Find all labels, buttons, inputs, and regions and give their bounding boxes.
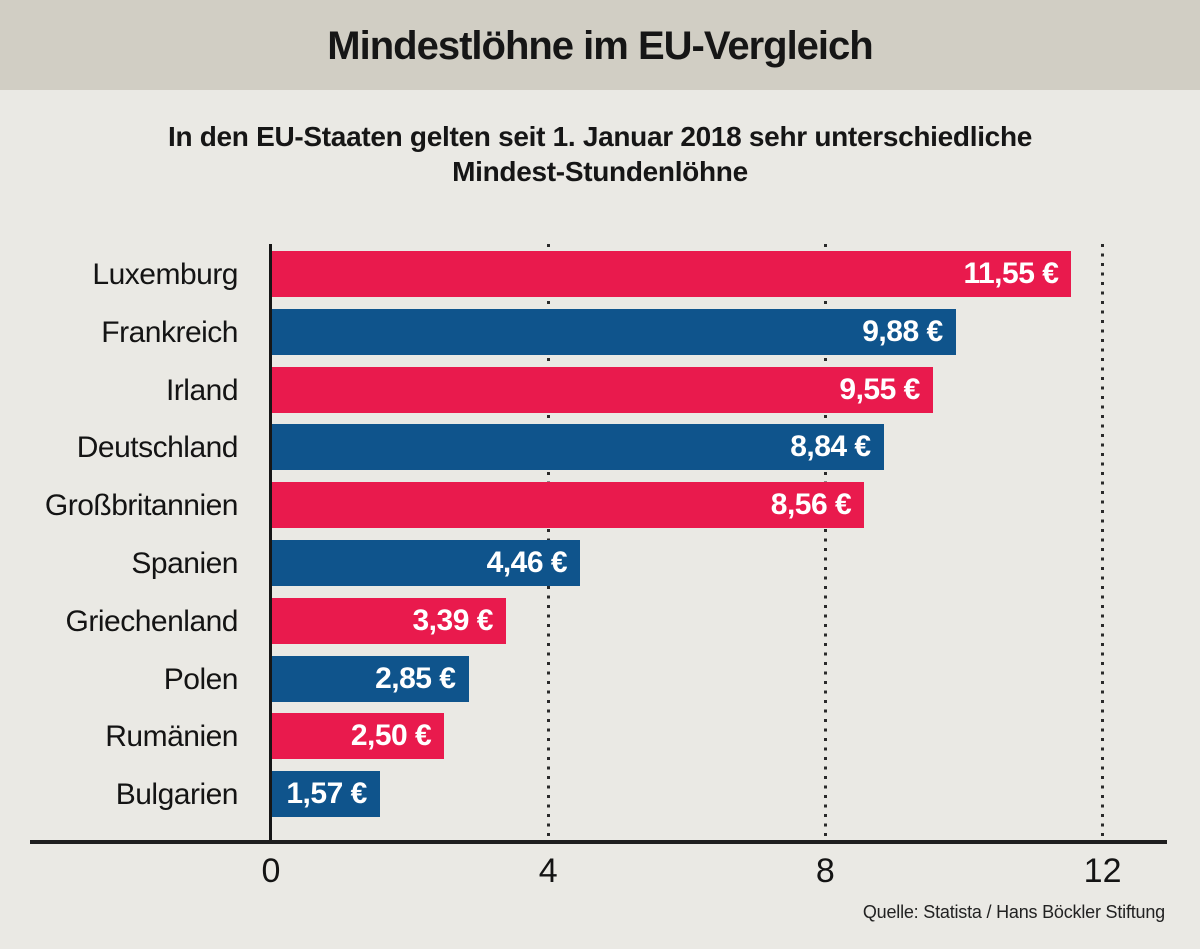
country-label: Rumänien: [105, 720, 238, 754]
chart-subtitle-line1: In den EU-Staaten gelten seit 1. Januar …: [167, 121, 1033, 152]
header-band: Mindestlöhne im EU-Vergleich: [0, 0, 1200, 90]
country-label: Frankreich: [101, 315, 238, 349]
bar: 8,56 €: [271, 482, 865, 529]
country-label: Irland: [165, 373, 239, 407]
bar: 2,50 €: [271, 713, 445, 760]
bar-row: Frankreich 9,88 €: [0, 308, 1200, 355]
bar-row: Irland 9,55 €: [0, 366, 1200, 413]
x-axis-tick-label: 8: [815, 852, 835, 890]
x-axis-tick-label: 12: [1083, 852, 1122, 890]
gridline: [1101, 244, 1105, 840]
bar: 4,46 €: [271, 540, 581, 586]
country-label: Luxemburg: [92, 258, 238, 291]
value-label: 8,84 €: [790, 430, 871, 464]
chart-subtitle-line2: Mindest-Stundenlöhne: [452, 156, 748, 187]
bar-row: Großbritannien 8,56 €: [0, 482, 1200, 529]
bar: 9,88 €: [271, 308, 956, 355]
gridline: [823, 244, 827, 840]
country-label: Deutschland: [76, 431, 239, 465]
x-axis-line: [30, 840, 1167, 844]
value-label: 2,50 €: [350, 719, 432, 753]
country-label: Griechenland: [65, 604, 239, 638]
value-label: 11,55 €: [963, 257, 1059, 290]
country-label: Bulgarien: [115, 778, 239, 812]
bar-row: Bulgarien 1,57 €: [0, 771, 1200, 818]
bar: 9,55 €: [271, 366, 933, 413]
bar-row: Polen 2,85 €: [0, 655, 1200, 702]
x-axis-tick-label: 0: [261, 852, 281, 890]
bar-row: Deutschland 8,84 €: [0, 424, 1200, 471]
x-axis-tick-label: 4: [538, 852, 558, 890]
value-label: 9,55 €: [839, 372, 920, 406]
bar-row: Griechenland 3,39 €: [0, 597, 1200, 644]
value-label: 9,88 €: [862, 314, 943, 348]
value-label: 2,85 €: [375, 661, 456, 695]
bar: 2,85 €: [271, 655, 469, 702]
country-label: Spanien: [131, 547, 238, 580]
bar-row: Rumänien 2,50 €: [0, 713, 1200, 760]
y-axis-line: [269, 244, 272, 844]
bar-row: Spanien 4,46 €: [0, 540, 1200, 586]
bar: 8,84 €: [271, 424, 884, 471]
value-label: 4,46 €: [486, 546, 568, 579]
bar-row: Luxemburg 11,55 €: [0, 251, 1200, 297]
country-label: Polen: [163, 662, 239, 696]
bar: 11,55 €: [271, 251, 1072, 297]
bar: 3,39 €: [271, 597, 506, 644]
chart-title: Mindestlöhne im EU-Vergleich: [327, 24, 873, 68]
value-label: 1,57 €: [286, 777, 367, 811]
source-credit: Quelle: Statista / Hans Böckler Stiftung: [862, 902, 1165, 922]
bar: 1,57 €: [271, 771, 380, 818]
country-label: Großbritannien: [44, 489, 239, 523]
value-label: 8,56 €: [770, 488, 852, 522]
value-label: 3,39 €: [412, 603, 494, 637]
chart-subtitle: In den EU-Staaten gelten seit 1. Januar …: [50, 119, 1150, 189]
